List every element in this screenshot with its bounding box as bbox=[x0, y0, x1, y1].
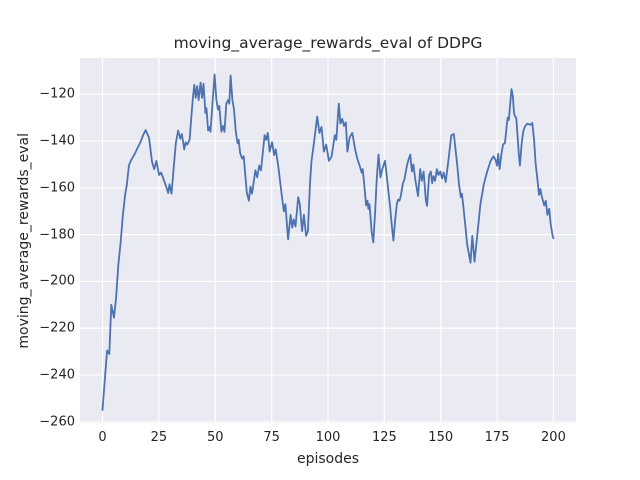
y-tick-label: −220 bbox=[39, 320, 75, 336]
y-tick-label: −200 bbox=[39, 273, 75, 289]
x-tick-label: 150 bbox=[428, 430, 454, 445]
y-tick-label: −160 bbox=[39, 180, 75, 196]
y-axis-label-text: moving_average_rewards_eval bbox=[16, 132, 32, 349]
x-tick-label: 125 bbox=[371, 430, 397, 445]
data-line bbox=[101, 73, 555, 412]
x-tick-label: 75 bbox=[263, 430, 280, 445]
x-axis-label: episodes bbox=[296, 451, 360, 467]
x-tick-label: 100 bbox=[315, 430, 341, 445]
x-tick-label: 0 bbox=[98, 430, 107, 445]
plot-svg bbox=[80, 58, 576, 423]
chart-title: moving_average_rewards_eval of DDPG bbox=[173, 34, 483, 52]
y-tick-label: −140 bbox=[39, 133, 75, 149]
y-axis-label: moving_average_rewards_eval bbox=[14, 58, 34, 423]
y-tick-label: −120 bbox=[39, 86, 75, 102]
y-tick-label: −180 bbox=[39, 227, 75, 243]
x-tick-label: 25 bbox=[150, 430, 168, 445]
x-tick-label: 175 bbox=[484, 430, 510, 445]
plot-area bbox=[80, 58, 576, 423]
y-tick-label: −240 bbox=[39, 367, 75, 383]
x-tick-label: 200 bbox=[541, 430, 566, 445]
x-tick-label: 50 bbox=[206, 430, 224, 445]
y-tick-label: −260 bbox=[39, 414, 75, 430]
